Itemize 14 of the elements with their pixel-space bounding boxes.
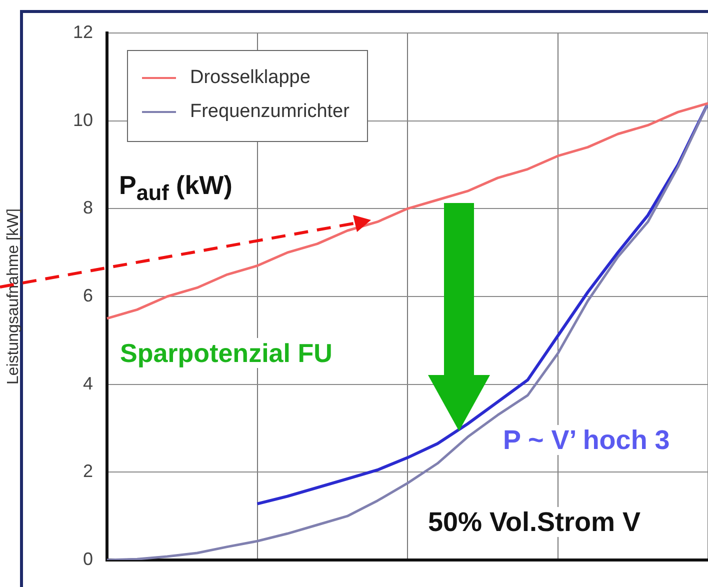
y-tick-label: 0 bbox=[82, 548, 93, 569]
annotation: P$_{auf}$ (kW) bbox=[116, 170, 236, 208]
y-axis-title: Leistungsaufnahme [kW] bbox=[5, 208, 22, 385]
y-tick-label: 6 bbox=[82, 285, 93, 306]
legend-label: Frequenzumrichter bbox=[189, 100, 350, 124]
y-tick-label: 12 bbox=[72, 22, 93, 42]
annotation: Sparpotenzial FU bbox=[117, 338, 336, 368]
annotation: 50% Vol.Strom V bbox=[425, 507, 644, 537]
y-tick-label: 8 bbox=[82, 198, 93, 218]
y-tick-label: 2 bbox=[82, 461, 93, 482]
y-tick-label: 4 bbox=[82, 373, 93, 394]
y-tick-label: 10 bbox=[72, 110, 93, 130]
annotation: P ~ V’ hoch 3 bbox=[500, 425, 673, 455]
legend-label: Drosselklappe bbox=[189, 66, 312, 90]
